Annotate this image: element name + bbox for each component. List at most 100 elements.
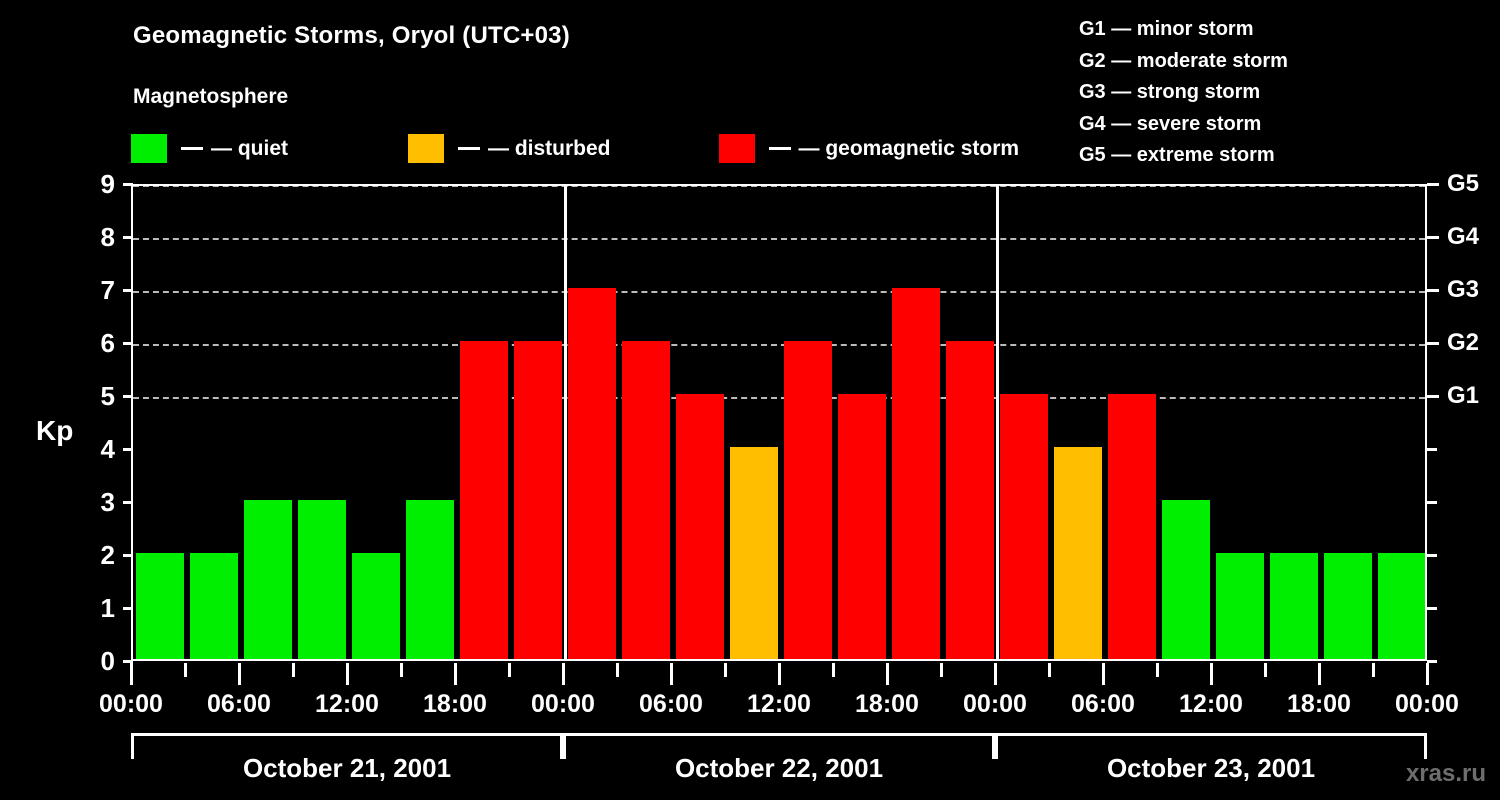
y-axis-tick (123, 395, 133, 398)
g-axis-tick-label: G1 (1447, 382, 1480, 409)
gridline (133, 238, 1425, 240)
y-axis-tick-label: 7 (100, 275, 115, 305)
day-label: October 21, 2001 (242, 753, 452, 783)
bar (622, 341, 670, 659)
day-brackets (0, 733, 1500, 763)
legend-item-disturbed: — disturbed (408, 134, 611, 163)
plot-area (131, 184, 1427, 661)
x-axis-tick (669, 663, 673, 685)
g-scale-legend-item: G2 — moderate storm (1079, 49, 1288, 72)
day-label: October 22, 2001 (674, 753, 884, 783)
x-axis-tick (237, 663, 241, 685)
bar (1324, 553, 1372, 659)
bar (892, 288, 940, 659)
magnetosphere-legend: — quiet — disturbed — geomagnetic storm (131, 134, 1019, 163)
legend-label-storm: — geomagnetic storm (798, 136, 1020, 160)
g-axis-minor-tick (1427, 342, 1437, 345)
x-axis-labels: 00:00 06:00 12:00 18:00 00:00 06:00 12:00 18:00… (0, 690, 1500, 724)
bar (784, 341, 832, 659)
legend-swatch-disturbed (408, 134, 444, 163)
y-axis-tick-label: 4 (100, 434, 115, 464)
x-axis-tick-label: 18:00 (423, 690, 487, 718)
g-scale-legend-item: G4 — severe storm (1079, 112, 1262, 135)
gridline (133, 344, 1425, 346)
g-axis-tick-label: G2 (1447, 329, 1480, 356)
x-axis-tick (615, 663, 619, 677)
legend-item-quiet: — quiet (131, 134, 288, 163)
y-axis-tick-label: 6 (100, 328, 115, 358)
y-axis-tick (123, 448, 133, 451)
x-axis-tick (453, 663, 457, 685)
y-axis-tick-label: 9 (100, 169, 115, 199)
watermark: xras.ru (1405, 760, 1486, 787)
day-label: October 23, 2001 (1106, 753, 1316, 783)
legend-dash-icon (181, 147, 203, 150)
legend-dash-icon (458, 147, 480, 150)
gridline (133, 291, 1425, 293)
legend-dash-icon (768, 147, 791, 150)
bar (730, 447, 778, 659)
g-axis-minor-tick (1427, 448, 1437, 451)
y-axis-right-g-scale: G1 G2 G3 G4 G5 (1447, 0, 1500, 800)
y-axis-tick-label: 1 (100, 593, 115, 623)
x-axis-tick-label: 18:00 (855, 690, 919, 718)
legend-label-disturbed: — disturbed (488, 136, 611, 160)
y-axis-tick (123, 342, 133, 345)
bar (946, 341, 994, 659)
day-bracket (995, 733, 1427, 759)
legend-item-storm: — geomagnetic storm (718, 134, 1020, 163)
y-axis-tick (123, 501, 133, 504)
x-axis-tick-label: 06:00 (207, 690, 271, 718)
g-scale-legend: G1 — minor storm G2 — moderate storm G3 … (1079, 14, 1288, 172)
g-axis-minor-tick (1427, 183, 1437, 186)
g-scale-legend-item: G1 — minor storm (1079, 18, 1254, 40)
bar (406, 500, 454, 659)
x-axis-ticks (0, 663, 1500, 687)
y-axis-tick (123, 660, 133, 663)
gridline (133, 397, 1425, 399)
x-axis-tick-label: 00:00 (963, 690, 1027, 718)
legend-heading: Magnetosphere (133, 85, 289, 108)
g-axis-tick-label: G5 (1447, 170, 1480, 197)
bar-series (133, 186, 1425, 659)
y-axis-tick (123, 554, 133, 557)
x-axis-tick-label: 06:00 (1071, 690, 1135, 718)
x-axis-tick (345, 663, 349, 685)
x-axis-tick (399, 663, 403, 677)
legend-label-quiet: — quiet (211, 136, 288, 160)
bar (1000, 394, 1048, 659)
bar (676, 394, 724, 659)
y-axis-tick (123, 607, 133, 610)
bar (514, 341, 562, 659)
plot-inner (133, 186, 1425, 659)
g-axis-minor-tick (1427, 236, 1437, 239)
g-axis-tick-label: G4 (1447, 223, 1480, 250)
bar (838, 394, 886, 659)
x-axis-tick-label: 00:00 (531, 690, 595, 718)
y-axis-tick (123, 236, 133, 239)
y-axis-tick-label: 2 (100, 540, 115, 570)
x-axis-tick (723, 663, 727, 677)
g-axis-minor-tick (1427, 395, 1437, 398)
bar (460, 341, 508, 659)
x-axis-tick-label: 12:00 (315, 690, 379, 718)
day-name-labels: October 21, 2001 October 22, 2001 October … (0, 753, 1500, 793)
y-axis-tick-label: 8 (100, 222, 115, 252)
x-axis-tick (993, 663, 997, 685)
x-axis-tick-label: 12:00 (1179, 690, 1243, 718)
x-axis-tick (1101, 663, 1105, 685)
g-scale-legend-item: G5 — extreme storm (1079, 144, 1275, 166)
g-axis-minor-tick (1427, 554, 1437, 557)
legend-swatch-storm (718, 134, 755, 163)
y-axis-tick-label: 0 (100, 646, 115, 676)
x-axis-tick (1317, 663, 1321, 685)
y-axis-title: Kp (36, 415, 74, 446)
x-axis-tick (1425, 663, 1429, 685)
x-axis-tick (939, 663, 943, 677)
bar (1108, 394, 1156, 659)
bar (1162, 500, 1210, 659)
x-axis-tick (777, 663, 781, 685)
day-bracket (131, 733, 563, 759)
x-axis-tick (291, 663, 295, 677)
